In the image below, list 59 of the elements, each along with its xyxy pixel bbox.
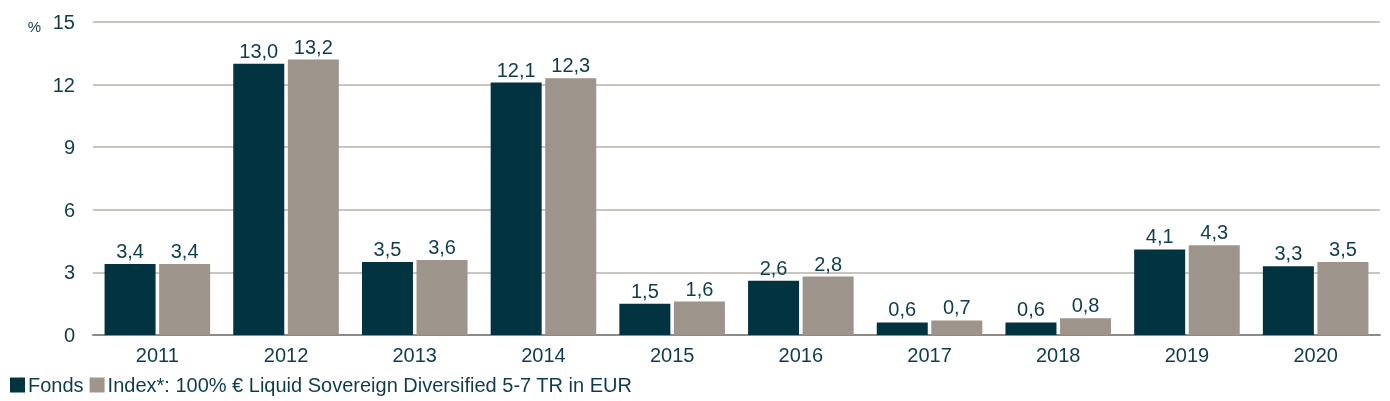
y-tick-label: 12 <box>52 73 75 96</box>
data-label: 0,6 <box>1017 298 1045 321</box>
bar <box>361 261 413 335</box>
bar <box>1060 318 1112 335</box>
bar <box>876 322 928 335</box>
bar <box>1262 266 1314 335</box>
bar <box>287 59 339 335</box>
x-tick-label: 2016 <box>778 344 824 366</box>
bar <box>931 320 983 335</box>
data-label: 2,6 <box>759 256 788 279</box>
bar <box>104 264 156 335</box>
data-label: 0,7 <box>942 296 971 319</box>
legend-label: Index*: 100% € Liquid Sovereign Diversified 5-7 TR in EUR <box>107 374 632 396</box>
bar <box>1317 261 1369 335</box>
bar <box>1005 322 1057 335</box>
x-tick-label: 2015 <box>649 344 695 366</box>
legend-label: Fonds <box>28 374 84 396</box>
x-tick-label: 2013 <box>392 344 437 366</box>
x-tick-label: 2014 <box>521 344 566 366</box>
data-label: 13,0 <box>239 39 279 62</box>
y-tick-label: 6 <box>63 198 75 221</box>
y-tick-label: 3 <box>63 261 75 284</box>
bar <box>1134 249 1186 335</box>
bar <box>233 63 285 335</box>
x-tick-label: 2012 <box>263 344 309 366</box>
bar <box>545 78 597 335</box>
y-tick-label: 9 <box>63 136 75 159</box>
bar <box>159 264 211 335</box>
bar <box>748 280 800 335</box>
data-label: 1,5 <box>630 279 659 302</box>
bar <box>416 259 468 335</box>
bar <box>1188 245 1240 335</box>
data-label: 13,2 <box>293 35 333 58</box>
data-label: 0,8 <box>1071 294 1100 317</box>
x-tick-label: 2019 <box>1164 344 1210 366</box>
bar <box>673 301 725 335</box>
y-tick-label: 15 <box>52 11 75 33</box>
data-label: 2,8 <box>814 252 843 275</box>
data-label: 3,5 <box>373 237 402 260</box>
bar <box>490 82 542 335</box>
data-label: 3,3 <box>1274 242 1303 265</box>
x-tick-label: 2011 <box>135 344 179 366</box>
y-tick-label: 0 <box>63 324 75 346</box>
x-tick-label: 2017 <box>907 344 952 366</box>
x-tick-label: 2018 <box>1036 344 1081 366</box>
data-label: 3,4 <box>170 240 199 263</box>
data-label: 1,6 <box>685 277 714 300</box>
data-label: 3,4 <box>116 240 144 263</box>
data-label: 3,5 <box>1329 237 1357 260</box>
data-label: 4,1 <box>1145 225 1174 248</box>
x-tick-label: 2020 <box>1293 344 1338 366</box>
bar <box>619 303 671 335</box>
data-label: 3,6 <box>428 235 456 258</box>
data-label: 0,6 <box>888 298 917 321</box>
data-label: 12,1 <box>496 58 536 81</box>
data-label: 4,3 <box>1200 221 1229 244</box>
y-axis-title: % <box>27 17 41 35</box>
data-label: 12,3 <box>551 54 591 77</box>
bar <box>802 276 854 335</box>
